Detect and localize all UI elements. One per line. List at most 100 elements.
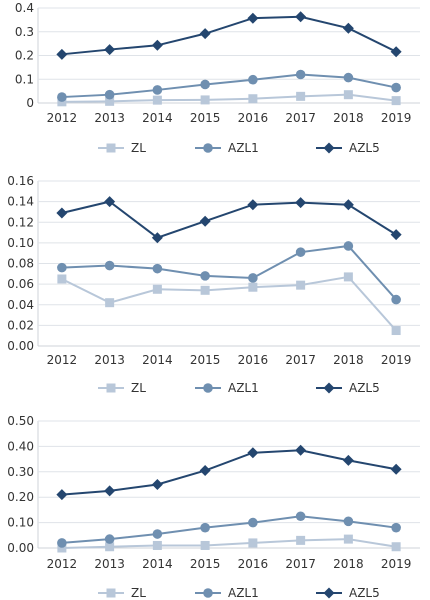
legend-label: AZL5	[349, 586, 380, 600]
data-point-azl1	[295, 511, 306, 522]
y-tick-label: 0.12	[7, 215, 34, 229]
y-tick-label: 0	[26, 96, 34, 110]
data-point-azl1	[104, 89, 115, 100]
data-point-azl1	[391, 522, 401, 533]
y-tick-label: 0.30	[7, 465, 34, 479]
legend-marker	[323, 142, 335, 154]
x-tick-label: 2012	[47, 111, 78, 125]
legend-marker	[323, 587, 335, 599]
y-tick-label: 0.50	[7, 414, 34, 428]
data-point-azl1	[57, 538, 67, 548]
data-point-azl1	[104, 534, 115, 544]
data-point-zl	[343, 534, 353, 544]
data-point-zl	[200, 285, 210, 295]
legend-label: ZL	[131, 141, 146, 155]
y-tick-label: 0.3	[15, 25, 34, 39]
x-tick-label: 2018	[333, 353, 364, 367]
legend-item-azl1: AZL1	[195, 586, 259, 600]
x-tick-label: 2015	[190, 353, 221, 367]
legend-item-zl: ZL	[98, 141, 146, 155]
series-azl5	[56, 444, 402, 501]
data-point-azl5	[295, 197, 307, 209]
legend-label: AZL1	[228, 586, 259, 600]
x-tick-label: 2013	[94, 557, 125, 571]
x-tick-label: 2017	[285, 353, 316, 367]
series-line-azl1	[61, 244, 397, 301]
y-tick-label: 0.4	[15, 1, 34, 15]
legend-marker	[203, 588, 213, 598]
data-point-azl5	[104, 485, 116, 497]
legend-label: AZL1	[228, 141, 259, 155]
y-tick-label: 0.04	[7, 298, 34, 312]
series-line-zl	[61, 275, 397, 332]
data-point-zl	[391, 542, 401, 552]
data-point-azl5	[247, 12, 259, 24]
chart-1: 0 0.1 0.2 0.3 0.4 2012 2013 2014 2015 2016 2017 201…	[15, 1, 420, 155]
y-tick-label: 0.02	[7, 318, 34, 332]
chart-2: 0.00 0.02 0.04 0.06 0.08 0.10 0.12 0.14 0.16 2012…	[7, 174, 420, 395]
legend-item-azl1: AZL1	[195, 141, 259, 155]
data-point-azl5	[199, 215, 211, 227]
series-azl1	[57, 241, 401, 305]
data-point-zl	[296, 280, 306, 290]
x-tick-label: 2016	[238, 353, 269, 367]
legend-label: AZL5	[349, 381, 380, 395]
y-tick-label: 0.10	[7, 516, 34, 530]
series-line-zl	[61, 538, 397, 549]
data-point-azl1	[200, 522, 210, 533]
x-tick-label: 2019	[381, 557, 412, 571]
x-tick-label: 2016	[238, 557, 269, 571]
data-point-azl5	[56, 207, 68, 219]
data-point-azl5	[295, 11, 307, 23]
data-point-azl1	[200, 271, 210, 281]
data-point-azl5	[295, 444, 307, 456]
x-tick-label: 2019	[381, 111, 412, 125]
legend-item-azl5: AZL5	[316, 586, 380, 600]
data-point-zl	[343, 272, 353, 282]
series-line-zl	[61, 93, 397, 103]
legend-marker	[106, 588, 116, 598]
data-point-azl5	[56, 489, 68, 501]
x-tick-label: 2015	[190, 557, 221, 571]
x-tick-label: 2014	[142, 353, 173, 367]
data-point-zl	[248, 94, 258, 104]
data-point-zl	[152, 540, 162, 550]
y-tick-label: 0.20	[7, 490, 34, 504]
data-point-azl1	[343, 72, 354, 83]
data-point-zl	[200, 540, 210, 550]
series-azl5	[56, 11, 402, 60]
x-tick-label: 2019	[381, 353, 412, 367]
data-point-zl	[391, 326, 401, 336]
data-point-zl	[57, 543, 67, 553]
data-point-zl	[248, 538, 258, 548]
data-point-azl1	[391, 82, 401, 93]
series-azl1	[57, 511, 401, 548]
data-point-azl5	[342, 454, 354, 466]
legend-item-zl: ZL	[98, 381, 146, 395]
data-point-azl5	[390, 46, 402, 58]
data-point-azl1	[248, 517, 258, 528]
data-point-zl	[391, 96, 401, 106]
legend-label: AZL5	[349, 141, 380, 155]
series-line-azl5	[61, 200, 397, 239]
data-point-azl1	[343, 516, 354, 527]
x-tick-label: 2017	[285, 111, 316, 125]
data-point-azl5	[151, 39, 163, 51]
legend-label: AZL1	[228, 381, 259, 395]
data-point-zl	[296, 91, 306, 101]
data-point-zl	[248, 282, 258, 292]
data-point-azl1	[104, 260, 115, 271]
data-point-azl1	[152, 529, 163, 539]
data-point-zl	[57, 274, 67, 284]
y-tick-label: 0.10	[7, 236, 34, 250]
x-tick-label: 2015	[190, 111, 221, 125]
legend-item-azl5: AZL5	[316, 141, 380, 155]
y-tick-label: 0.14	[7, 195, 34, 209]
series-line-azl1	[61, 515, 397, 544]
data-point-azl1	[152, 85, 163, 95]
data-point-azl5	[104, 44, 116, 56]
legend-label: ZL	[131, 381, 146, 395]
data-point-azl5	[151, 232, 163, 244]
series-zl	[57, 272, 401, 336]
series-zl	[57, 90, 401, 107]
